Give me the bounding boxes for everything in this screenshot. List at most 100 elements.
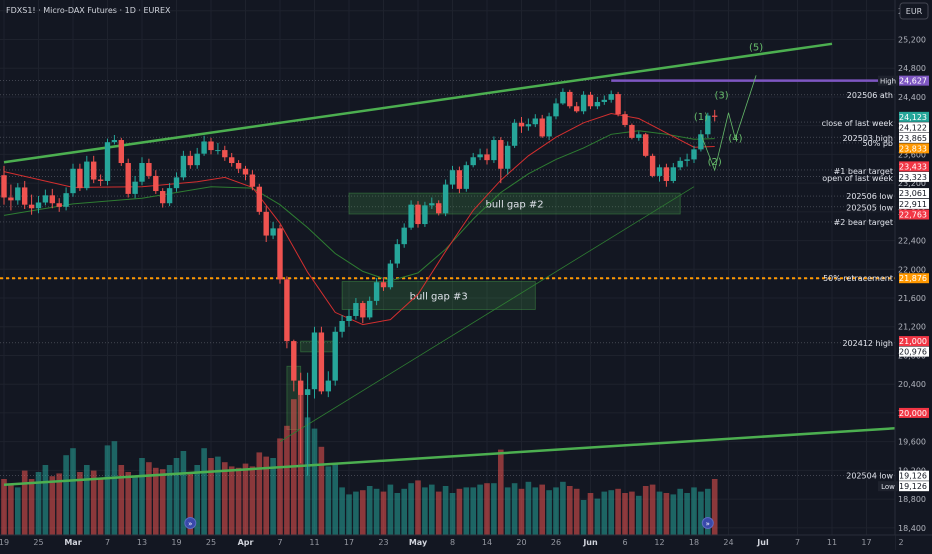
volume-bar bbox=[166, 465, 173, 535]
candle-body bbox=[180, 155, 187, 178]
volume-bar bbox=[63, 455, 69, 535]
candle-body bbox=[649, 155, 656, 176]
time-axis[interactable]: 19 25 Mar 7 13 19 25 Apr 7 11 17 23 May 8 14 20 26 Jun 6 12… bbox=[0, 517, 932, 551]
time-tick-label: 12 bbox=[654, 538, 664, 547]
candle-body bbox=[298, 380, 304, 395]
price-tick-label: 19,600 bbox=[898, 438, 926, 447]
time-tick-label: 26 bbox=[551, 538, 561, 547]
candle-body bbox=[77, 168, 83, 189]
volume-bar bbox=[235, 467, 242, 535]
volume-bar bbox=[408, 483, 414, 535]
candle-body bbox=[70, 168, 76, 194]
volume-bar bbox=[560, 481, 566, 535]
price-tick-label: 25,200 bbox=[898, 35, 926, 44]
candle-body bbox=[629, 124, 635, 138]
level-label: #2 bear target bbox=[834, 218, 893, 227]
volume-bar bbox=[8, 484, 14, 535]
volume-bar bbox=[504, 487, 511, 535]
price-axis[interactable]: 25,60025,20024,80024,40024,00023,60023,2… bbox=[878, 0, 932, 550]
volume-bar bbox=[139, 458, 145, 535]
volume-bar bbox=[387, 484, 394, 535]
candle-body bbox=[449, 170, 456, 185]
candle-body bbox=[608, 94, 614, 100]
price-badge-value: 20,976 bbox=[899, 348, 927, 357]
level-label: 202505 low bbox=[846, 204, 893, 213]
price-tick-label: 24,400 bbox=[898, 93, 926, 102]
volume-bar bbox=[435, 491, 442, 535]
price-badge bbox=[899, 143, 929, 154]
candle-body bbox=[118, 140, 124, 164]
volume-bar bbox=[429, 484, 435, 535]
volume-bars bbox=[1, 395, 718, 535]
candle-body bbox=[622, 114, 628, 125]
price-badge bbox=[899, 336, 929, 347]
currency-button[interactable] bbox=[899, 2, 929, 20]
price-tick-label: 21,600 bbox=[898, 294, 926, 303]
candle-body bbox=[97, 179, 104, 181]
candle-body bbox=[525, 124, 532, 127]
candle-body bbox=[15, 187, 21, 201]
volume-bar bbox=[35, 472, 42, 535]
volume-bar bbox=[1, 479, 7, 535]
volume-bar bbox=[373, 488, 380, 535]
price-badge bbox=[899, 209, 929, 220]
candle-body bbox=[42, 195, 49, 203]
candle-body bbox=[208, 141, 214, 151]
volume-bar bbox=[153, 467, 159, 535]
candle-body bbox=[615, 94, 621, 115]
price-axis-background bbox=[895, 0, 932, 535]
level-label: 202504 low bbox=[846, 472, 893, 481]
gap-label: bull gap #2 bbox=[486, 200, 544, 211]
volume-bar bbox=[49, 476, 56, 535]
price-badge-value: 23,865 bbox=[899, 134, 927, 143]
price-tick-label: 22,400 bbox=[898, 237, 926, 246]
candle-body bbox=[656, 167, 663, 176]
price-tick-label: 23,200 bbox=[898, 179, 926, 188]
candle-body bbox=[546, 116, 552, 137]
time-tick-label: Jun bbox=[582, 538, 598, 547]
time-tick-label: 24 bbox=[723, 538, 733, 547]
trendlines bbox=[3, 42, 922, 486]
volume-bar bbox=[573, 488, 580, 535]
price-badge-value: 22,911 bbox=[899, 200, 927, 209]
candle-body bbox=[532, 118, 538, 125]
candle-body bbox=[539, 118, 545, 137]
candle-body bbox=[387, 263, 394, 288]
candle-body bbox=[256, 186, 262, 212]
candle-body bbox=[511, 122, 518, 146]
candle-body bbox=[670, 167, 676, 181]
volume-bar bbox=[511, 483, 518, 535]
candle-body bbox=[91, 161, 97, 180]
volume-bar bbox=[325, 466, 332, 535]
volume-bar bbox=[318, 446, 325, 535]
volume-bar bbox=[339, 487, 345, 535]
event-marker-icon bbox=[701, 517, 714, 529]
candle-body bbox=[1, 175, 7, 198]
volume-bar bbox=[615, 488, 621, 535]
volume-bar bbox=[118, 465, 125, 535]
candle-body bbox=[194, 153, 200, 166]
wave-label: (1) bbox=[694, 112, 708, 123]
volume-bar bbox=[470, 487, 476, 535]
price-badge bbox=[899, 132, 929, 143]
volume-bar bbox=[111, 441, 118, 535]
volume-bar bbox=[449, 493, 456, 535]
volume-bar bbox=[684, 493, 690, 535]
volume-bar bbox=[484, 483, 490, 535]
wave-label: (5) bbox=[749, 42, 763, 53]
candle-body bbox=[153, 175, 159, 192]
candlesticks bbox=[1, 88, 718, 476]
level-label: 50% retracement bbox=[823, 274, 893, 283]
level-label: 202506 low bbox=[846, 192, 893, 201]
ema-short-line bbox=[3, 112, 715, 326]
trendline-upper bbox=[3, 42, 833, 164]
time-tick-label: 23 bbox=[378, 538, 388, 547]
time-tick-label: 19 bbox=[171, 538, 181, 547]
candle-body bbox=[139, 163, 145, 182]
volume-bar bbox=[656, 491, 663, 535]
price-badge-value: 19,126 bbox=[899, 472, 927, 481]
volume-bar bbox=[215, 456, 221, 535]
volume-bar bbox=[28, 479, 35, 535]
volume-bar bbox=[242, 463, 249, 535]
